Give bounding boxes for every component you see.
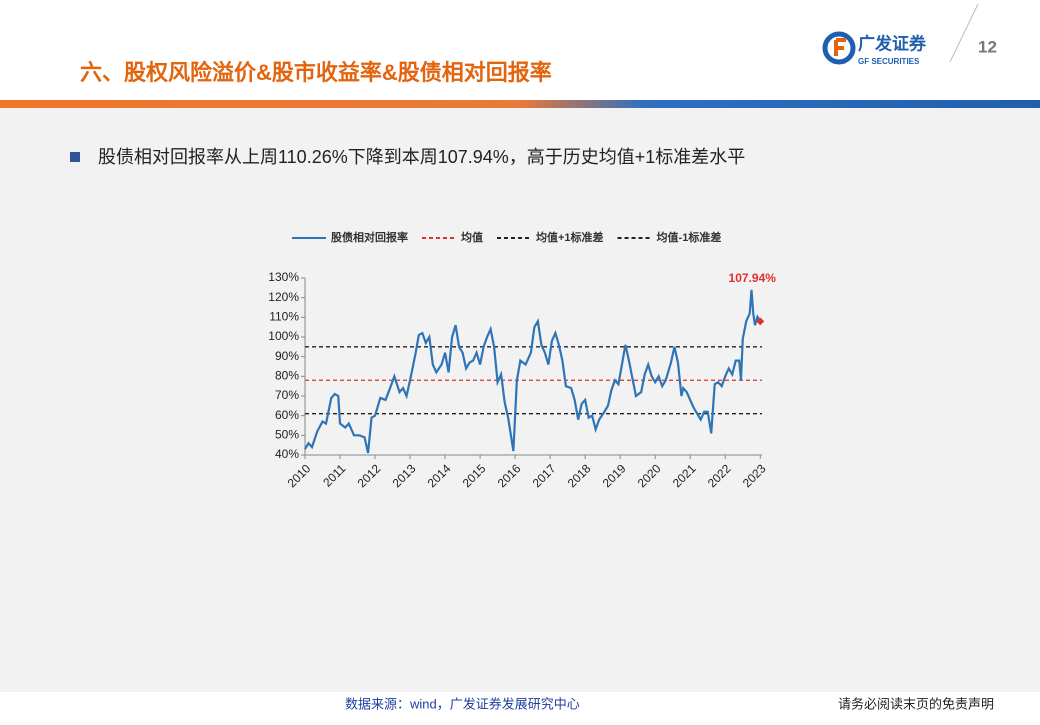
- y-tick-label: 100%: [268, 329, 299, 343]
- header-bar: [0, 100, 1040, 108]
- y-tick-label: 70%: [275, 388, 299, 402]
- legend-label: 均值-1标准差: [657, 230, 722, 244]
- header-bg: [0, 0, 1040, 100]
- y-tick-label: 60%: [275, 408, 299, 422]
- bullet-icon: [70, 152, 80, 162]
- data-line: [304, 289, 762, 454]
- bullet-text: 股债相对回报率从上周110.26%下降到本周107.94%，高于历史均值+1标准…: [98, 147, 745, 167]
- annotation: 107.94%: [729, 271, 777, 285]
- footer-source: 数据来源：wind，广发证券发展研究中心: [345, 696, 580, 711]
- last-point-marker: [756, 317, 765, 326]
- logo-cn: 广发证券: [858, 33, 927, 53]
- y-tick-label: 110%: [269, 310, 299, 324]
- slide-title: 六、股权风险溢价&股市收益率&股债相对回报率: [80, 60, 552, 85]
- y-tick-label: 120%: [268, 290, 299, 304]
- legend-label: 股债相对回报率: [331, 230, 408, 244]
- legend-label: 均值: [461, 230, 483, 244]
- y-tick-label: 90%: [275, 349, 299, 363]
- logo-icon: [822, 31, 856, 65]
- logo-icon-f: [834, 38, 846, 56]
- page-number: 12: [978, 37, 997, 56]
- y-tick-label: 40%: [275, 447, 299, 461]
- divider: [949, 3, 979, 63]
- legend-label: 均值+1标准差: [536, 230, 604, 244]
- logo-en: GF SECURITIES: [858, 57, 920, 66]
- body-bg: [0, 108, 1040, 692]
- y-tick-label: 50%: [275, 428, 299, 442]
- footer-disclaimer: 请务必阅读末页的免责声明: [838, 696, 994, 711]
- y-tick-label: 80%: [275, 369, 299, 383]
- y-tick-label: 130%: [268, 270, 299, 284]
